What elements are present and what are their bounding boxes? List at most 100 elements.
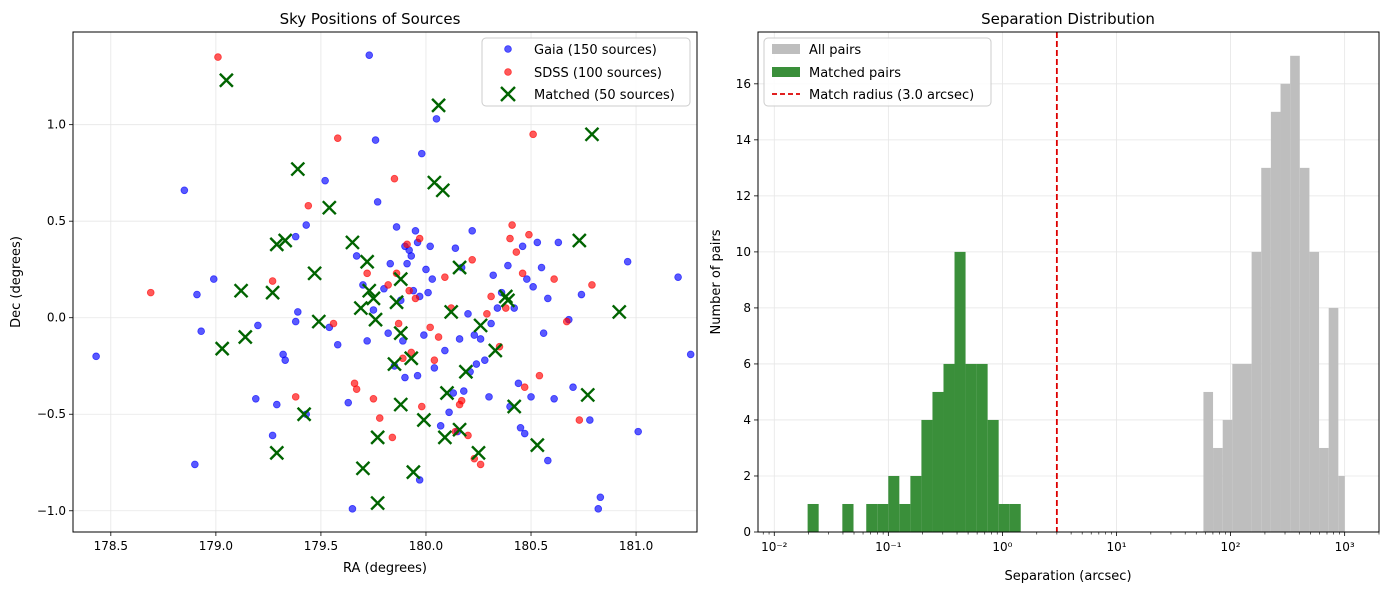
matched-point xyxy=(443,304,459,320)
gaia-point xyxy=(254,321,262,330)
gaia-point xyxy=(392,223,401,231)
sdss-point xyxy=(426,323,434,332)
gaia-point xyxy=(523,275,531,283)
matched-point xyxy=(366,291,381,306)
gaia-point xyxy=(436,422,445,430)
sdss-point xyxy=(457,396,466,405)
matched-point xyxy=(370,495,385,511)
matched-point xyxy=(237,329,253,345)
gaia-point xyxy=(459,387,468,395)
histogram-xlabel: Separation (arcsec) xyxy=(1004,569,1131,584)
matched-point xyxy=(506,399,522,414)
sdss-point xyxy=(384,281,392,289)
matched-point xyxy=(355,460,371,476)
sdss-point xyxy=(329,319,338,328)
histogram-xtick-label: 10³ xyxy=(1335,540,1355,554)
gaia-point xyxy=(291,317,300,326)
all-pairs-bar xyxy=(1261,167,1271,532)
sdss-point xyxy=(417,402,426,411)
all-pairs-bar xyxy=(1290,55,1300,533)
gaia-point xyxy=(504,261,512,270)
matched-point xyxy=(406,464,421,480)
gaia-point xyxy=(281,356,290,364)
gaia-point xyxy=(544,294,552,303)
matched-pairs-bar xyxy=(987,419,999,532)
sdss-point xyxy=(562,317,571,326)
gaia-point xyxy=(634,427,642,436)
gaia-point xyxy=(407,252,416,260)
histogram-title: Separation Distribution xyxy=(981,10,1155,28)
gaia-point xyxy=(432,115,441,123)
scatter-xlabel: RA (degrees) xyxy=(343,561,427,576)
matched-point xyxy=(435,182,451,198)
matched-point xyxy=(473,318,488,333)
sdss-point xyxy=(388,433,397,442)
all-pairs-bar xyxy=(1270,111,1281,532)
gaia-point xyxy=(191,460,199,469)
scatter-ylabel: Dec (degrees) xyxy=(9,236,24,328)
all-pairs-bar xyxy=(1251,251,1262,533)
gaia-point xyxy=(430,364,439,372)
sdss-point xyxy=(214,53,222,61)
gaia-point xyxy=(516,423,525,432)
gaia-point xyxy=(209,275,218,283)
gaia-point xyxy=(518,242,527,251)
all-pairs-bar xyxy=(1309,251,1320,533)
gaia-point xyxy=(384,329,392,337)
gaia-point xyxy=(520,429,529,438)
matched-point xyxy=(458,364,474,380)
sdss-point xyxy=(512,248,521,256)
histogram-ytick-label: 6 xyxy=(743,357,751,371)
gaia-point xyxy=(193,290,201,299)
matched-pairs-bar xyxy=(888,475,900,532)
matched-point xyxy=(361,283,377,299)
gaia-point xyxy=(344,398,353,407)
gaia-point xyxy=(426,242,434,251)
scatter-ytick-label: 0.0 xyxy=(47,311,66,325)
sdss-point xyxy=(483,310,491,318)
all-pairs-bar xyxy=(1328,307,1339,532)
matched-pairs-bar xyxy=(932,391,944,532)
matched-pairs-bar xyxy=(899,503,911,532)
matched-point xyxy=(296,406,312,422)
histogram-plot-frame xyxy=(757,31,1380,533)
matched-point xyxy=(359,254,375,270)
all-pairs-bar xyxy=(1213,447,1223,532)
matched-point xyxy=(437,430,453,445)
gaia-point xyxy=(472,360,481,368)
sdss-point xyxy=(502,304,510,312)
sdss-point xyxy=(430,356,439,364)
legend-matched-marker xyxy=(500,86,516,102)
legend-match-radius-label: Match radius (3.0 arcsec) xyxy=(809,88,974,103)
matched-pairs-bar xyxy=(976,363,988,532)
sdss-point xyxy=(333,134,342,142)
histogram-xtick-label: 10¹ xyxy=(1106,540,1126,554)
gaia-point xyxy=(272,400,281,409)
matched-point xyxy=(452,422,467,438)
sdss-point xyxy=(468,255,476,264)
matched-point xyxy=(416,412,432,428)
matched-pairs-bar xyxy=(877,503,889,532)
histogram-ytick-label: 8 xyxy=(743,301,751,315)
sdss-point xyxy=(146,288,155,297)
gaia-point xyxy=(348,505,357,513)
sdss-point xyxy=(535,371,544,380)
sdss-point xyxy=(405,286,413,295)
scatter-plot-frame xyxy=(72,31,698,533)
gaia-point xyxy=(476,335,485,343)
gaia-point xyxy=(550,394,558,403)
gaia-point xyxy=(464,310,472,318)
gaia-point xyxy=(594,505,603,513)
gaia-point xyxy=(333,340,342,349)
matched-point xyxy=(529,437,545,453)
matched-point xyxy=(393,397,409,412)
gaia-point xyxy=(197,327,205,336)
matched-pairs-bar xyxy=(866,503,878,532)
sdss-point xyxy=(588,281,596,289)
matched-point xyxy=(345,235,360,250)
gaia-point xyxy=(577,290,586,299)
histogram-bars xyxy=(807,55,1345,533)
matched-pairs-bar xyxy=(910,475,922,532)
legend-matched-pairs-swatch xyxy=(772,67,800,77)
